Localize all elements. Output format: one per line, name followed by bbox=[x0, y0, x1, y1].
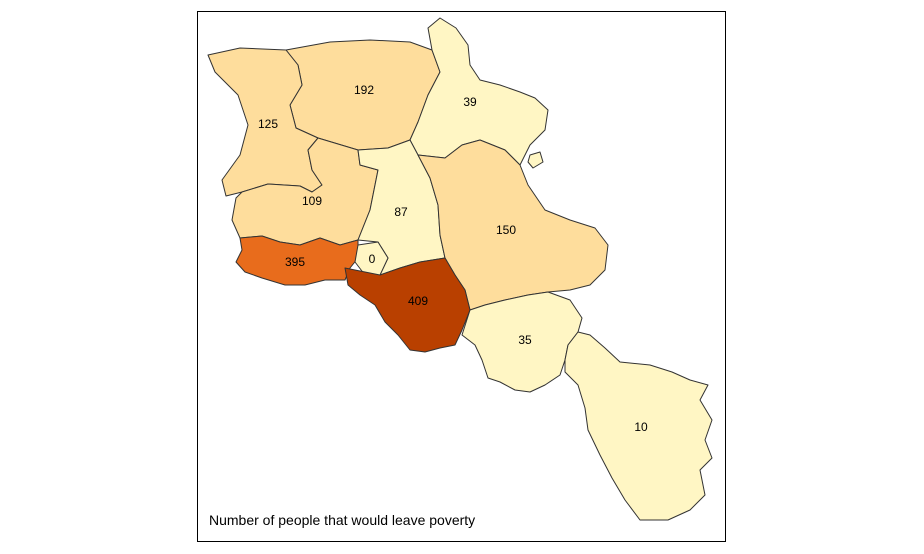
label-east: 150 bbox=[496, 223, 516, 237]
label-center: 87 bbox=[394, 205, 408, 219]
label-southwest: 395 bbox=[285, 255, 305, 269]
label-capital: 0 bbox=[369, 252, 376, 266]
label-west: 109 bbox=[302, 194, 322, 208]
region-south-center[interactable] bbox=[344, 257, 471, 353]
label-far-south: 10 bbox=[634, 420, 648, 434]
label-northwest: 125 bbox=[258, 117, 278, 131]
label-south-center: 409 bbox=[408, 294, 428, 308]
label-north: 192 bbox=[354, 83, 374, 97]
region-south[interactable] bbox=[461, 291, 583, 393]
region-northeast-islet bbox=[527, 151, 544, 169]
label-northeast: 39 bbox=[463, 95, 477, 109]
map-caption: Number of people that would leave povert… bbox=[209, 512, 476, 528]
label-south: 35 bbox=[518, 333, 532, 347]
region-far-south[interactable] bbox=[564, 331, 713, 521]
map-frame bbox=[197, 11, 726, 542]
region-northeast[interactable] bbox=[409, 17, 549, 166]
